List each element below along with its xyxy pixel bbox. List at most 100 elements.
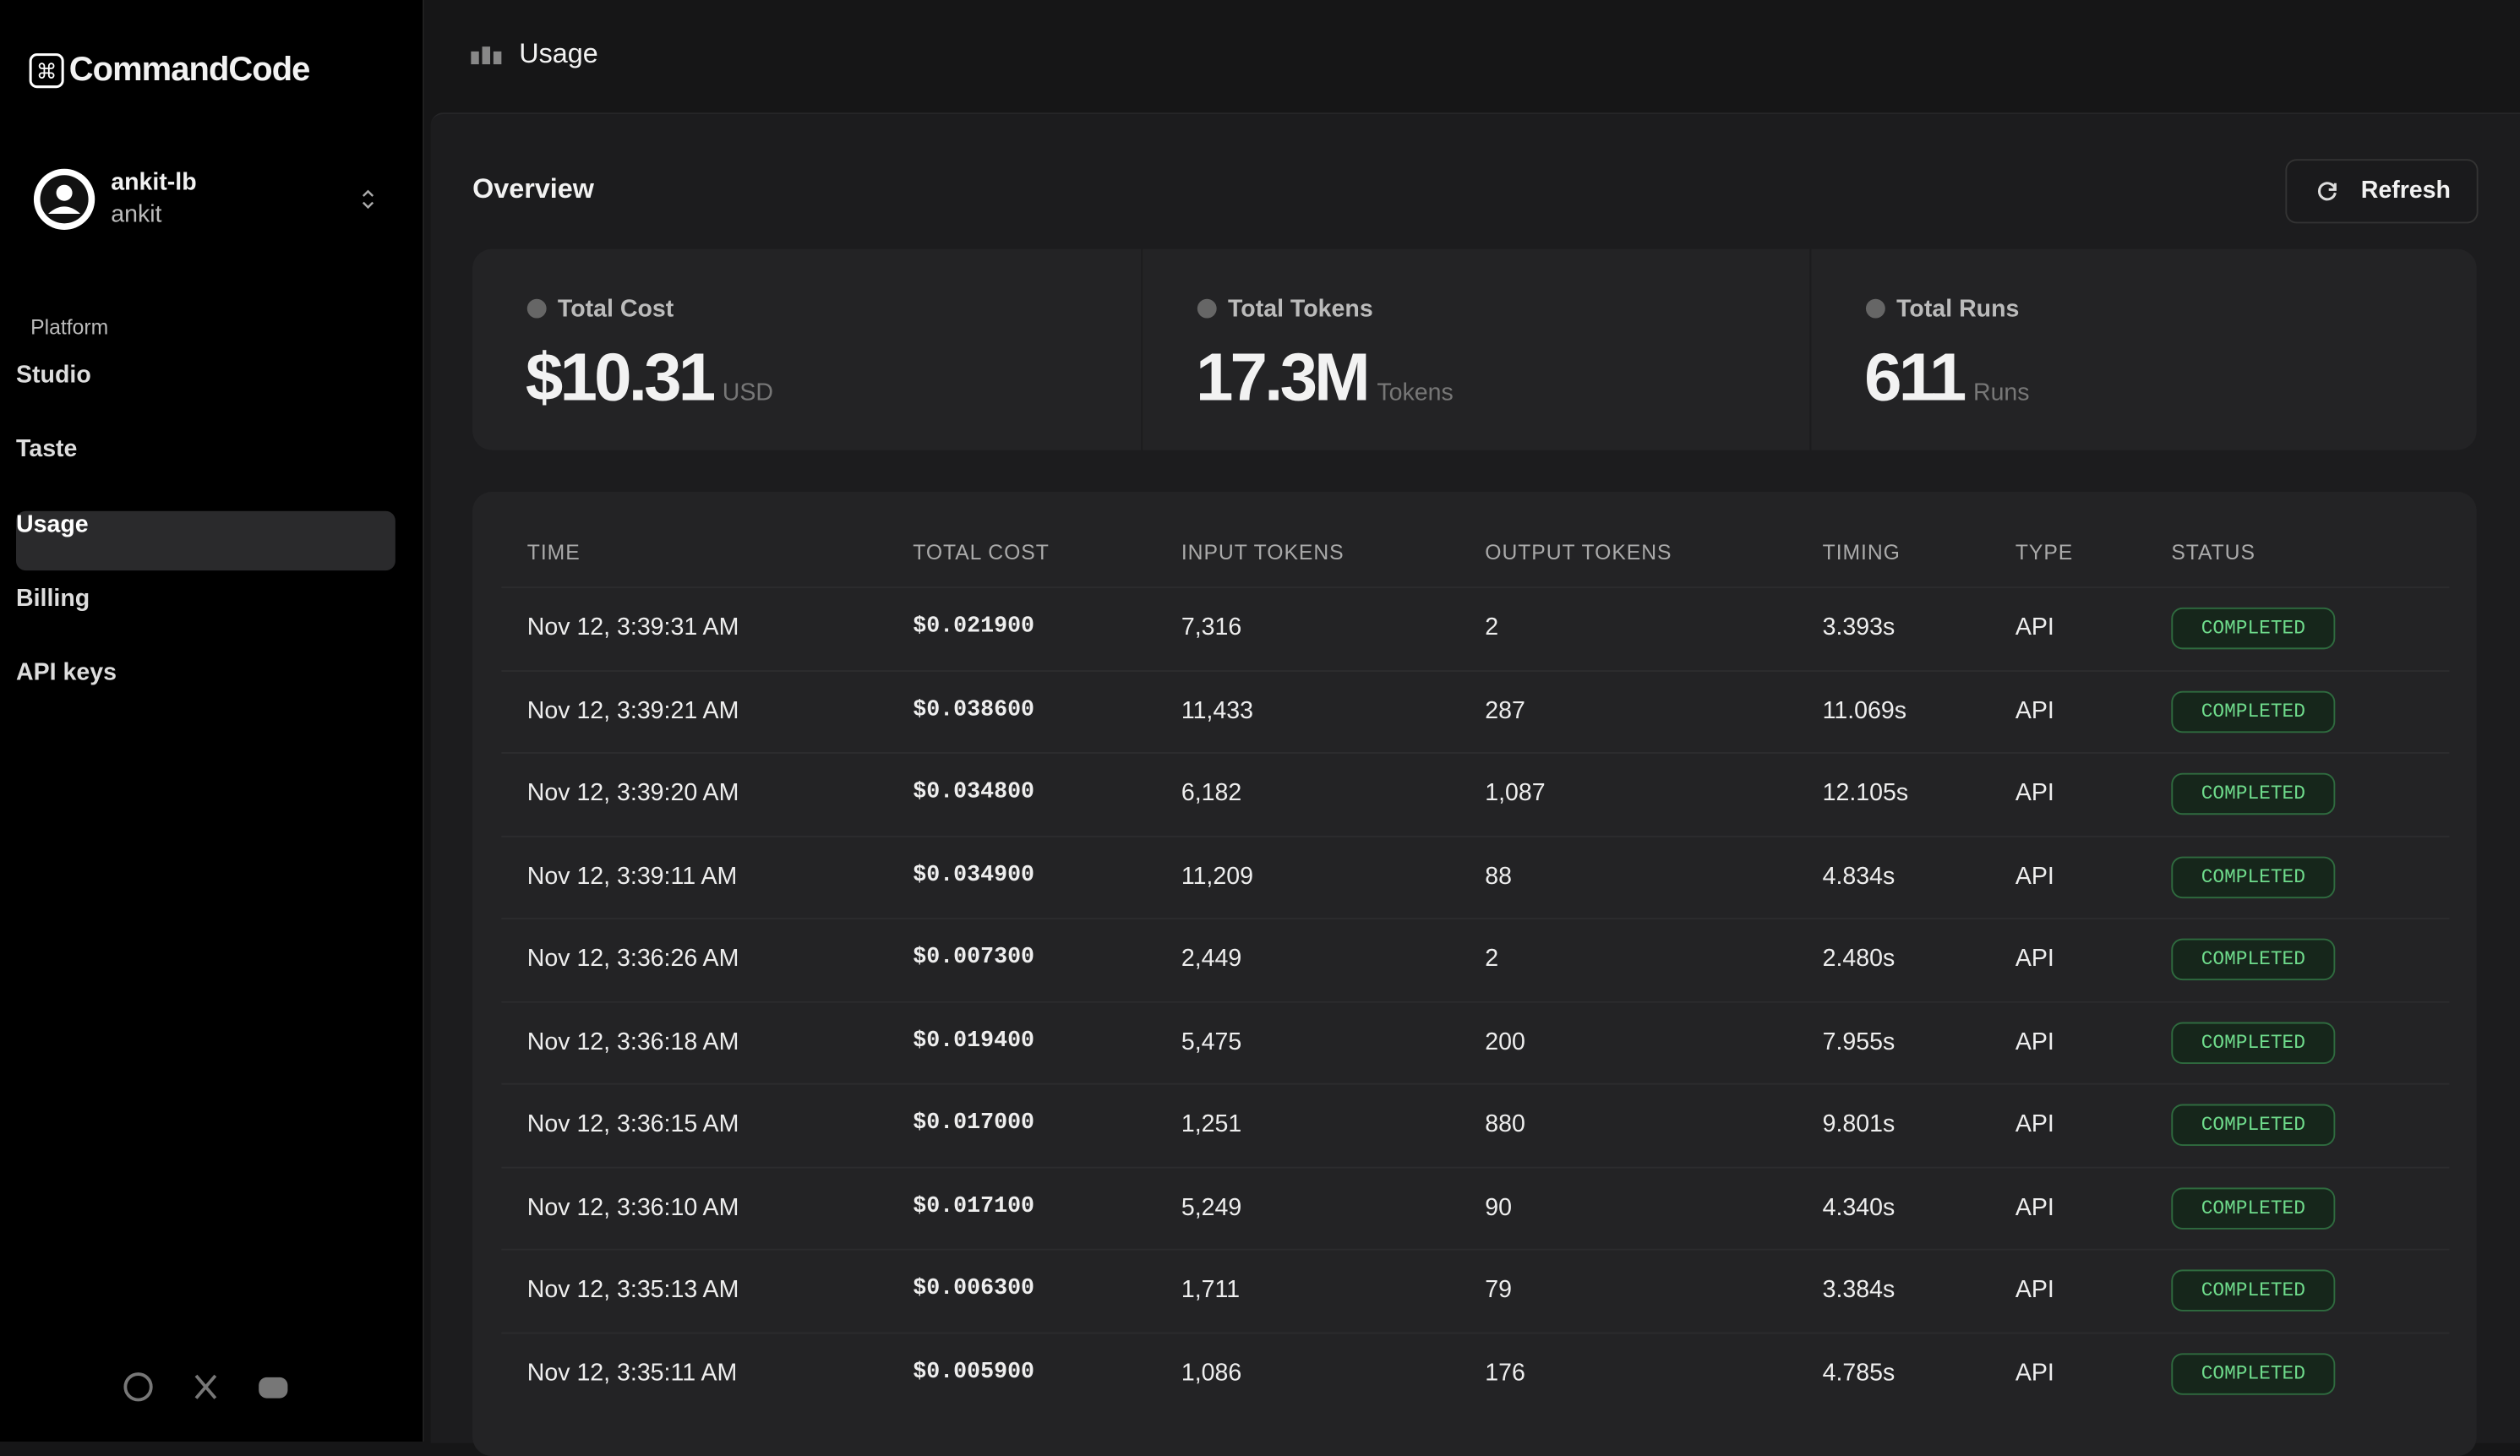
table-cell: Nov 12, 3:35:11 AM [526,1358,738,1387]
svg-text:⌘: ⌘ [36,61,57,84]
table-cell: 7,316 [1181,613,1242,641]
column-header: TOTAL COST [913,540,1050,564]
refresh-icon [2317,182,2337,201]
refresh-button[interactable]: Refresh [2285,159,2479,224]
stat-label-text: Total Runs [1896,295,2020,324]
table-cell: API [2015,1110,2054,1138]
table-cell: 880 [1485,1110,1525,1138]
column-header: TIMING [1822,540,1901,564]
table-cell: 11.069s [1822,696,1907,724]
table-cell: API [2015,945,2054,973]
status-badge: COMPLETED [2171,938,2336,981]
table-cell: 9.801s [1822,1110,1895,1138]
row-divider [501,1331,2450,1333]
table-cell: 2.480s [1822,945,1895,973]
stat-label-text: Total Cost [557,295,674,324]
row-divider [501,1165,2450,1168]
table-cell: Nov 12, 3:39:21 AM [526,696,739,724]
user-name: ankit-lb [111,168,197,197]
table-cell: 1,086 [1181,1358,1242,1387]
row-divider [501,752,2450,754]
table-cell: $0.034800 [913,779,1035,805]
table-cell: $0.021900 [913,613,1035,640]
table-cell: 3.393s [1822,613,1895,641]
stat-icon [1865,298,1885,319]
stat-number: 611 [1864,339,1966,415]
discord[interactable] [259,1377,288,1399]
status-badge: COMPLETED [2171,607,2336,650]
status-badge: COMPLETED [2171,1352,2336,1394]
usage-table [472,491,2477,1456]
table-cell: 4.834s [1822,862,1895,890]
table-cell: 88 [1485,862,1512,890]
stat-unit: Runs [1972,379,2030,407]
table-cell: 200 [1485,1028,1525,1055]
brand-icon: ⌘ [29,53,64,89]
nav-item[interactable]: API keys [16,659,395,718]
stat-label-text: Total Tokens [1227,295,1373,324]
column-header: TYPE [2015,540,2074,564]
row-divider [501,669,2450,672]
stat-unit: Tokens [1377,379,1454,407]
switcher[interactable] [358,187,378,212]
table-cell: 11,433 [1181,696,1253,724]
row-divider [501,1082,2450,1085]
table-cell: Nov 12, 3:36:26 AM [526,945,739,973]
nav-item[interactable]: Studio [16,362,395,421]
nav-label: Studio [16,361,91,390]
nav-label: API keys [16,659,117,687]
overview-title: Overview [472,173,594,204]
stat-label: Total Tokens [1197,296,1373,323]
row-divider [501,1248,2450,1251]
table-cell: API [2015,862,2054,890]
nav-item[interactable]: Usage [16,510,395,570]
nav-label: Usage [16,510,89,538]
table-cell: 7.955s [1822,1028,1895,1055]
table-cell: 3.384s [1822,1276,1895,1304]
stat-icon [1197,298,1217,319]
user-handle: ankit [111,200,162,229]
x-link[interactable] [194,1374,217,1399]
stat-value: 17.3M Tokens [1196,339,1454,416]
stat-card: Total Tokens 17.3M Tokens [1141,248,1809,450]
table-cell: $0.038600 [913,696,1035,723]
table-cell: $0.034900 [913,862,1035,888]
stat-icon [526,298,547,319]
brand: CommandCode [68,51,311,89]
nav-item[interactable]: Taste [16,436,395,495]
stat-card: Total Runs 611 Runs [1809,248,2478,450]
row-divider [501,917,2450,919]
table-cell: API [2015,696,2054,724]
nav-item[interactable]: Billing [16,585,395,644]
table-cell: $0.019400 [913,1028,1035,1054]
table-cell: 4.785s [1822,1358,1895,1387]
nav-label: Taste [16,435,78,464]
table-cell: 2 [1485,945,1499,973]
status-badge: COMPLETED [2171,1186,2336,1229]
stat-unit: USD [722,379,774,407]
table-cell: 1,251 [1181,1110,1242,1138]
table-cell: 11,209 [1181,862,1253,890]
stat-label: Total Runs [1865,295,2020,324]
stat-number: $10.31 [525,339,716,415]
table-cell: Nov 12, 3:39:31 AM [526,613,739,641]
table-cell: 287 [1485,696,1525,724]
stats: Total Cost $10.31 USD Total Tokens 17.3M Toke… [472,248,2478,450]
stat-card: Total Cost $10.31 USD [472,249,1139,450]
table-cell: Nov 12, 3:39:11 AM [526,862,738,890]
table-cell: 1,087 [1485,779,1546,807]
avatar[interactable] [32,167,96,232]
table-cell: 1,711 [1181,1276,1241,1304]
table-cell: API [2015,779,2054,807]
stat-value: $10.31 USD [526,339,773,416]
column-header: OUTPUT TOKENS [1485,540,1672,564]
nav-label: Billing [16,585,90,613]
status-badge: COMPLETED [2171,1021,2336,1064]
table-cell: Nov 12, 3:35:13 AM [526,1276,739,1304]
status-badge: COMPLETED [2171,772,2336,815]
table-cell: Nov 12, 3:36:15 AM [526,1110,739,1138]
row-divider [501,834,2450,837]
github[interactable] [123,1372,153,1402]
